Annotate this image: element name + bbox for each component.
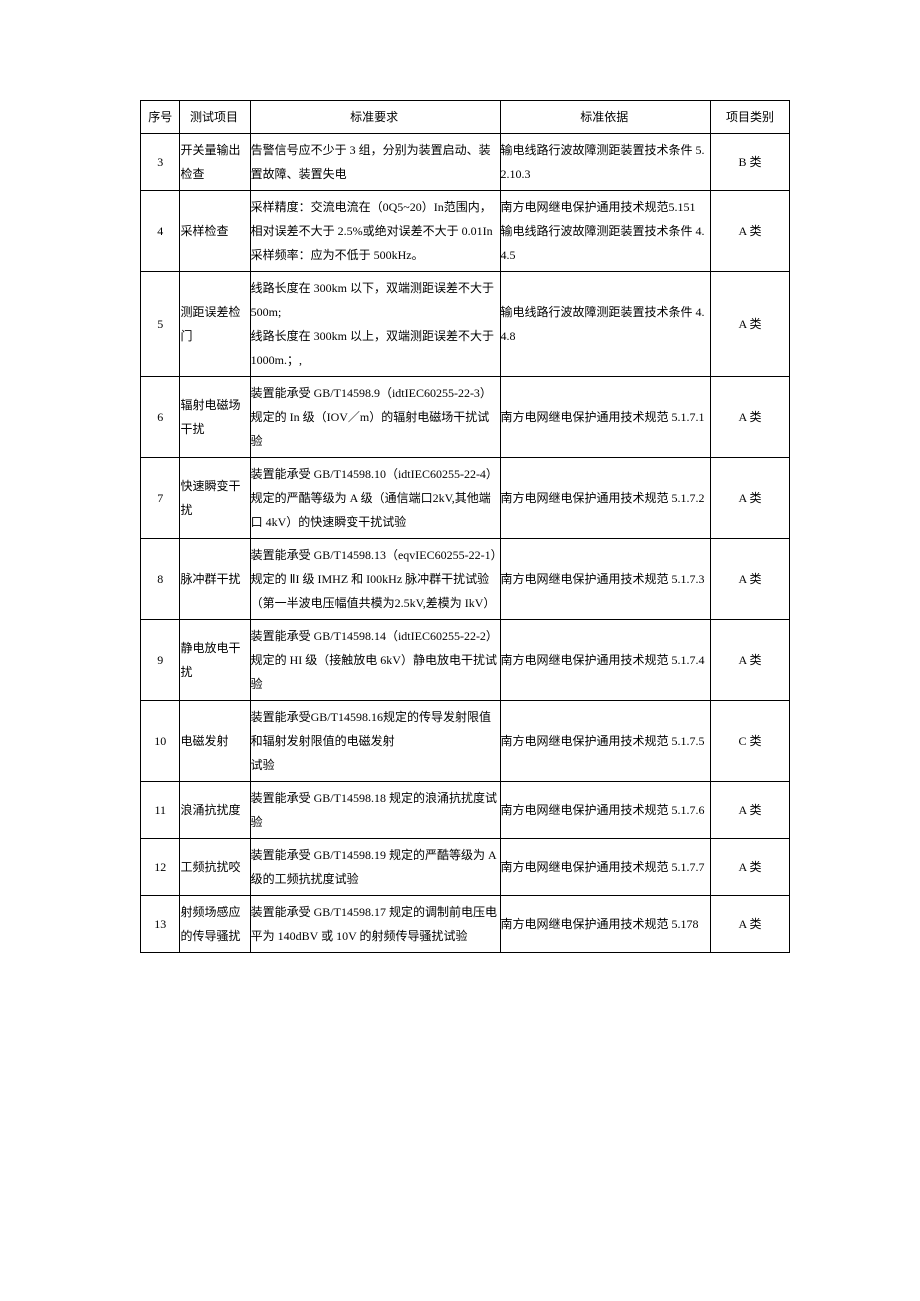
cell-seq: 7 bbox=[141, 458, 180, 539]
cell-item: 辐射电磁场干扰 bbox=[180, 377, 250, 458]
cell-item: 电磁发射 bbox=[180, 701, 250, 782]
cell-cat: A 类 bbox=[711, 377, 790, 458]
cell-seq: 13 bbox=[141, 896, 180, 953]
cell-item: 采样检查 bbox=[180, 191, 250, 272]
cell-item: 脉冲群干扰 bbox=[180, 539, 250, 620]
cell-item: 射频场感应的传导骚扰 bbox=[180, 896, 250, 953]
cell-cat: A 类 bbox=[711, 458, 790, 539]
header-cat: 项目类别 bbox=[711, 101, 790, 134]
cell-basis: 南方电网继电保护通用技术规范5.151输电线路行波故障测距装置技术条件 4.4.… bbox=[500, 191, 710, 272]
cell-basis: 南方电网继电保护通用技术规范 5.1.7.4 bbox=[500, 620, 710, 701]
cell-req: 采样精度：交流电流在（0Q5~20）In范围内，相对误差不大于 2.5%或绝对误… bbox=[250, 191, 500, 272]
table-row: 6辐射电磁场干扰装置能承受 GB/T14598.9（idtIEC60255-22… bbox=[141, 377, 790, 458]
cell-seq: 3 bbox=[141, 134, 180, 191]
cell-basis: 南方电网继电保护通用技术规范 5.1.7.6 bbox=[500, 782, 710, 839]
cell-req: 装置能承受 GB/T14598.9（idtIEC60255-22-3）规定的 I… bbox=[250, 377, 500, 458]
table-row: 13射频场感应的传导骚扰装置能承受 GB/T14598.17 规定的调制前电压电… bbox=[141, 896, 790, 953]
cell-req: 装置能承受GB/T14598.16规定的传导发射限值和辐射发射限值的电磁发射试验 bbox=[250, 701, 500, 782]
cell-basis: 南方电网继电保护通用技术规范 5.1.7.2 bbox=[500, 458, 710, 539]
cell-req: 装置能承受 GB/T14598.10（idtIEC60255-22-4）规定的严… bbox=[250, 458, 500, 539]
table-row: 9静电放电干扰装置能承受 GB/T14598.14（idtIEC60255-22… bbox=[141, 620, 790, 701]
cell-cat: A 类 bbox=[711, 620, 790, 701]
table-row: 5测距误差检门线路长度在 300km 以下，双端测距误差不大于 500m;线路长… bbox=[141, 272, 790, 377]
cell-seq: 11 bbox=[141, 782, 180, 839]
cell-cat: A 类 bbox=[711, 539, 790, 620]
cell-item: 静电放电干扰 bbox=[180, 620, 250, 701]
cell-item: 开关量输出检查 bbox=[180, 134, 250, 191]
cell-basis: 南方电网继电保护通用技术规范 5.1.7.3 bbox=[500, 539, 710, 620]
cell-seq: 6 bbox=[141, 377, 180, 458]
cell-req: 装置能承受 GB/T14598.14（idtIEC60255-22-2）规定的 … bbox=[250, 620, 500, 701]
cell-req: 装置能承受 GB/T14598.13（eqvIEC60255-22-1）规定的 … bbox=[250, 539, 500, 620]
cell-basis: 南方电网继电保护通用技术规范 5.1.7.7 bbox=[500, 839, 710, 896]
cell-cat: B 类 bbox=[711, 134, 790, 191]
table-row: 4采样检查采样精度：交流电流在（0Q5~20）In范围内，相对误差不大于 2.5… bbox=[141, 191, 790, 272]
cell-seq: 4 bbox=[141, 191, 180, 272]
header-item: 测试项目 bbox=[180, 101, 250, 134]
table-row: 8脉冲群干扰装置能承受 GB/T14598.13（eqvIEC60255-22-… bbox=[141, 539, 790, 620]
cell-cat: A 类 bbox=[711, 782, 790, 839]
table-body: 3开关量输出检查告警信号应不少于 3 组，分别为装置启动、装置故障、装置失电输电… bbox=[141, 134, 790, 953]
table-row: 10电磁发射装置能承受GB/T14598.16规定的传导发射限值和辐射发射限值的… bbox=[141, 701, 790, 782]
cell-basis: 南方电网继电保护通用技术规范 5.1.7.1 bbox=[500, 377, 710, 458]
cell-cat: A 类 bbox=[711, 191, 790, 272]
cell-basis: 输电线路行波故障测距装置技术条件 5.2.10.3 bbox=[500, 134, 710, 191]
table-row: 7快速瞬变干扰装置能承受 GB/T14598.10（idtIEC60255-22… bbox=[141, 458, 790, 539]
cell-req: 装置能承受 GB/T14598.18 规定的浪涌抗扰度试验 bbox=[250, 782, 500, 839]
cell-seq: 5 bbox=[141, 272, 180, 377]
cell-seq: 10 bbox=[141, 701, 180, 782]
header-seq: 序号 bbox=[141, 101, 180, 134]
cell-seq: 12 bbox=[141, 839, 180, 896]
cell-item: 浪涌抗扰度 bbox=[180, 782, 250, 839]
cell-item: 快速瞬变干扰 bbox=[180, 458, 250, 539]
cell-req: 线路长度在 300km 以下，双端测距误差不大于 500m;线路长度在 300k… bbox=[250, 272, 500, 377]
cell-basis: 输电线路行波故障测距装置技术条件 4.4.8 bbox=[500, 272, 710, 377]
cell-cat: A 类 bbox=[711, 896, 790, 953]
cell-basis: 南方电网继电保护通用技术规范 5.1.7.5 bbox=[500, 701, 710, 782]
cell-req: 装置能承受 GB/T14598.17 规定的调制前电压电平为 140dBV 或 … bbox=[250, 896, 500, 953]
cell-cat: A 类 bbox=[711, 272, 790, 377]
cell-req: 装置能承受 GB/T14598.19 规定的严酷等级为 A 级的工频抗扰度试验 bbox=[250, 839, 500, 896]
table-row: 11浪涌抗扰度装置能承受 GB/T14598.18 规定的浪涌抗扰度试验南方电网… bbox=[141, 782, 790, 839]
cell-item: 测距误差检门 bbox=[180, 272, 250, 377]
cell-req: 告警信号应不少于 3 组，分别为装置启动、装置故障、装置失电 bbox=[250, 134, 500, 191]
table-row: 12工频抗扰咬装置能承受 GB/T14598.19 规定的严酷等级为 A 级的工… bbox=[141, 839, 790, 896]
header-req: 标准要求 bbox=[250, 101, 500, 134]
cell-seq: 9 bbox=[141, 620, 180, 701]
cell-basis: 南方电网继电保护通用技术规范 5.178 bbox=[500, 896, 710, 953]
table-row: 3开关量输出检查告警信号应不少于 3 组，分别为装置启动、装置故障、装置失电输电… bbox=[141, 134, 790, 191]
table-header-row: 序号 测试项目 标准要求 标准依据 项目类别 bbox=[141, 101, 790, 134]
header-basis: 标准依据 bbox=[500, 101, 710, 134]
cell-cat: A 类 bbox=[711, 839, 790, 896]
cell-item: 工频抗扰咬 bbox=[180, 839, 250, 896]
cell-seq: 8 bbox=[141, 539, 180, 620]
cell-cat: C 类 bbox=[711, 701, 790, 782]
spec-table: 序号 测试项目 标准要求 标准依据 项目类别 3开关量输出检查告警信号应不少于 … bbox=[140, 100, 790, 953]
